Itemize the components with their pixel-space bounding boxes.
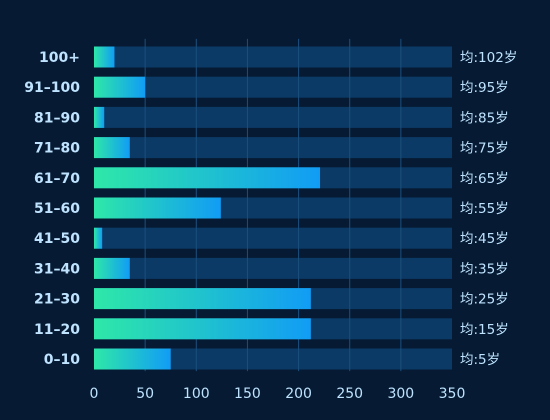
- average-age-labels: 均:102岁均:95岁均:85岁均:75岁均:65岁均:55岁均:45岁均:35…: [460, 50, 517, 368]
- bar-3: [94, 137, 130, 159]
- category-label-3: 71–80: [34, 141, 80, 157]
- average-label-0: 均:102岁: [460, 50, 517, 66]
- bar-2: [94, 106, 105, 128]
- track-6: [94, 227, 452, 249]
- bar-1: [94, 76, 146, 98]
- bar-7: [94, 257, 130, 279]
- category-label-6: 41–50: [34, 231, 80, 247]
- category-label-5: 51–60: [34, 201, 80, 217]
- grid-lines: [144, 38, 402, 372]
- category-label-4: 61–70: [34, 171, 80, 187]
- bar-0: [94, 46, 115, 68]
- bar-5: [94, 197, 221, 219]
- average-label-10: 均:5岁: [460, 352, 500, 368]
- average-label-1: 均:95岁: [460, 80, 509, 96]
- category-label-7: 31–40: [34, 261, 80, 277]
- x-tick-label-1: 50: [136, 386, 154, 402]
- category-label-10: 0–10: [44, 352, 80, 368]
- average-label-4: 均:65岁: [460, 171, 509, 187]
- average-label-7: 均:35岁: [460, 261, 509, 277]
- x-tick-label-0: 0: [90, 386, 99, 402]
- average-label-3: 均:75岁: [460, 141, 509, 157]
- x-tick-label-2: 100: [183, 386, 210, 402]
- bar-10: [94, 348, 171, 370]
- category-label-1: 91–100: [24, 80, 80, 96]
- bar-4: [94, 167, 321, 189]
- average-label-5: 均:55岁: [460, 201, 509, 217]
- x-axis-ticks: 0 50 100 150 200 250 300 350: [90, 386, 466, 402]
- average-label-9: 均:15岁: [460, 322, 509, 338]
- average-label-8: 均:25岁: [460, 292, 509, 308]
- track-1: [94, 76, 452, 98]
- x-tick-label-4: 200: [285, 386, 312, 402]
- category-label-9: 11–20: [34, 322, 80, 338]
- average-label-6: 均:45岁: [460, 231, 509, 247]
- bar-9: [94, 318, 311, 340]
- track-0: [94, 46, 452, 68]
- bars: [94, 46, 321, 370]
- category-labels: 100+ 91–100 81–90 71–80 61–70 51–60 41–50 31–40…: [24, 50, 80, 368]
- bar-6: [94, 227, 103, 249]
- average-label-2: 均:85岁: [460, 110, 509, 126]
- track-7: [94, 257, 452, 279]
- x-tick-label-7: 350: [439, 386, 466, 402]
- x-tick-label-3: 150: [234, 386, 261, 402]
- track-3: [94, 137, 452, 159]
- track-2: [94, 106, 452, 128]
- x-tick-label-5: 250: [336, 386, 363, 402]
- category-label-2: 81–90: [34, 110, 80, 126]
- category-label-0: 100+: [39, 50, 80, 66]
- bar-8: [94, 288, 311, 310]
- category-label-8: 21–30: [34, 292, 80, 308]
- x-tick-label-6: 300: [387, 386, 414, 402]
- track-10: [94, 348, 452, 370]
